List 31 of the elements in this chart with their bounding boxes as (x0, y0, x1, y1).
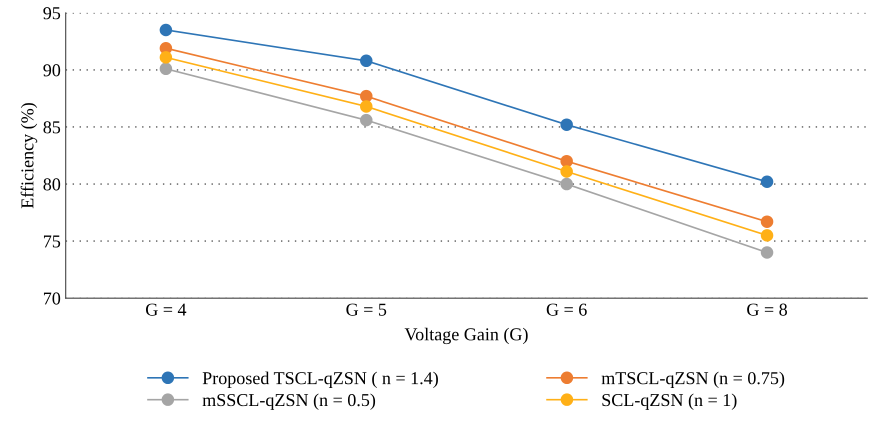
point (560, 154, 573, 168)
point (160, 51, 172, 64)
point (760, 176, 774, 188)
legend-label: mTSCL-qZSN (n = 0.75) (602, 372, 784, 388)
x-tick-label: G = 6 (546, 304, 587, 316)
y-tick-label: 70 (44, 292, 60, 305)
x-tick-label: G = 8 (747, 304, 787, 316)
point (760, 246, 774, 259)
legend-label: Proposed TSCL-qZSN ( n = 1.4) (202, 372, 438, 388)
point (360, 90, 373, 102)
point (360, 100, 373, 113)
x-tick-label: G = 4 (146, 304, 186, 316)
point (160, 62, 172, 76)
point (560, 118, 573, 131)
legend-label: mSSCL-qZSN (n = 0.5) (202, 393, 376, 410)
x-axis-title: Voltage Gain (G) (404, 328, 528, 344)
point (560, 165, 573, 178)
point (360, 54, 373, 68)
y-tick-label: 80 (43, 178, 60, 190)
point (760, 229, 774, 242)
y-axis-title: Efficiency (%) (20, 103, 38, 208)
point (360, 114, 373, 126)
y-tick-label: 95 (43, 7, 60, 20)
y-tick-label: 75 (44, 236, 60, 248)
x-tick-label: G = 5 (346, 304, 386, 316)
y-tick-label: 90 (43, 64, 60, 76)
point (160, 24, 172, 36)
legend-label: SCL-qZSN (n = 1) (602, 393, 736, 410)
point (560, 178, 573, 190)
y-tick-label: 85 (43, 121, 60, 134)
point (760, 215, 774, 228)
